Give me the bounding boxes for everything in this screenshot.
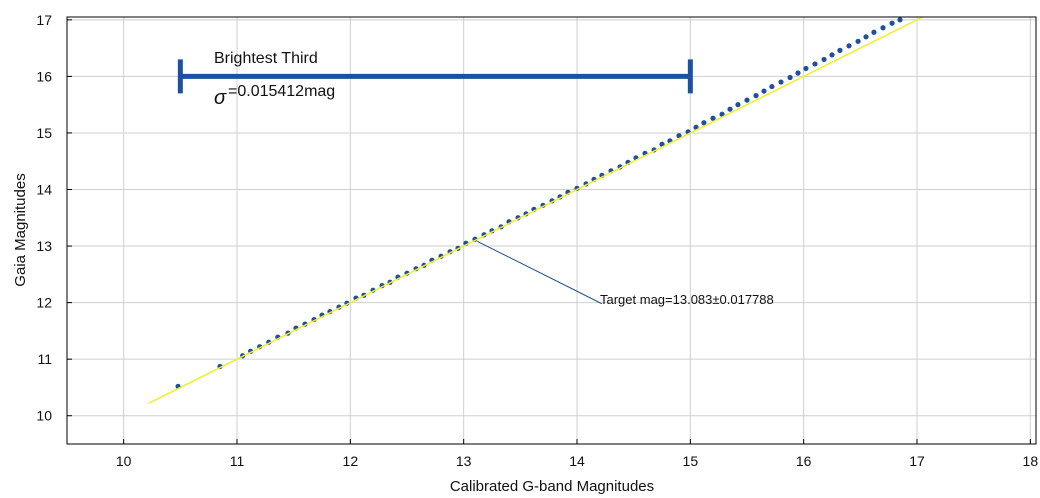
scatter-point xyxy=(846,43,852,49)
scatter-point xyxy=(821,56,827,63)
scatter-point xyxy=(855,38,861,44)
scatter-point xyxy=(761,88,767,94)
bracket-title: Brightest Third xyxy=(214,50,318,67)
scatter-point xyxy=(659,141,665,147)
scatter-point xyxy=(753,93,759,99)
scatter-point xyxy=(889,20,895,26)
y-tick-label: 10 xyxy=(36,408,52,424)
y-axis-label: Gaia Magnitudes xyxy=(12,173,29,286)
scatter-point xyxy=(829,52,835,58)
x-tick-label: 10 xyxy=(116,453,132,469)
plot-frame xyxy=(66,16,1037,445)
sigma-symbol: σ xyxy=(214,87,227,109)
scatter-point xyxy=(710,115,716,121)
scatter-point xyxy=(837,47,843,53)
x-tick-label: 18 xyxy=(1023,453,1039,469)
scatter-point xyxy=(778,79,784,85)
y-axis-ticks: 10 11 12 13 14 15 16 17 xyxy=(36,12,72,424)
scatter-points xyxy=(175,17,903,389)
scatter-point xyxy=(769,83,775,90)
scatter-point xyxy=(812,61,818,67)
x-tick-label: 15 xyxy=(683,453,699,469)
brightest-third-range-bar xyxy=(177,59,693,94)
x-axis-label: Calibrated G-band Magnitudes xyxy=(450,478,654,495)
scatter-point xyxy=(880,25,886,31)
scatter-point xyxy=(735,102,741,108)
scatter-point xyxy=(897,17,903,23)
fit-line-group xyxy=(148,16,924,404)
scatter-point xyxy=(787,74,793,81)
y-tick-label: 15 xyxy=(36,125,52,141)
sigma-value: =0.015412mag xyxy=(228,83,335,100)
scatter-point xyxy=(744,97,750,103)
x-tick-label: 13 xyxy=(456,453,472,469)
y-tick-label: 14 xyxy=(36,181,52,197)
plot-area xyxy=(66,16,1037,445)
x-tick-label: 12 xyxy=(343,453,359,469)
y-tick-label: 11 xyxy=(37,351,52,367)
y-tick-label: 16 xyxy=(36,68,52,84)
y-tick-label: 12 xyxy=(36,295,52,311)
x-axis-ticks: 10 11 12 13 14 15 16 17 18 xyxy=(116,439,1038,469)
fit-line xyxy=(148,16,924,404)
x-tick-label: 17 xyxy=(909,453,925,469)
scatter-point xyxy=(727,106,733,112)
y-tick-label: 17 xyxy=(36,12,52,28)
scatter-point xyxy=(863,34,869,40)
x-tick-label: 11 xyxy=(230,453,245,469)
scatter-point xyxy=(803,65,809,72)
scatter-point xyxy=(719,111,725,117)
target-leader-line-group xyxy=(477,240,603,305)
scatter-point xyxy=(795,70,801,76)
scatter-point xyxy=(701,120,707,126)
x-tick-label: 14 xyxy=(569,453,585,469)
target-leader-line xyxy=(477,240,603,305)
scatter-point xyxy=(871,29,877,35)
scatter-point xyxy=(676,133,682,139)
target-mag-label: Target mag=13.083±0.017788 xyxy=(600,292,774,307)
scatter-point xyxy=(693,124,699,130)
x-tick-label: 16 xyxy=(796,453,812,469)
y-tick-label: 13 xyxy=(36,238,52,254)
